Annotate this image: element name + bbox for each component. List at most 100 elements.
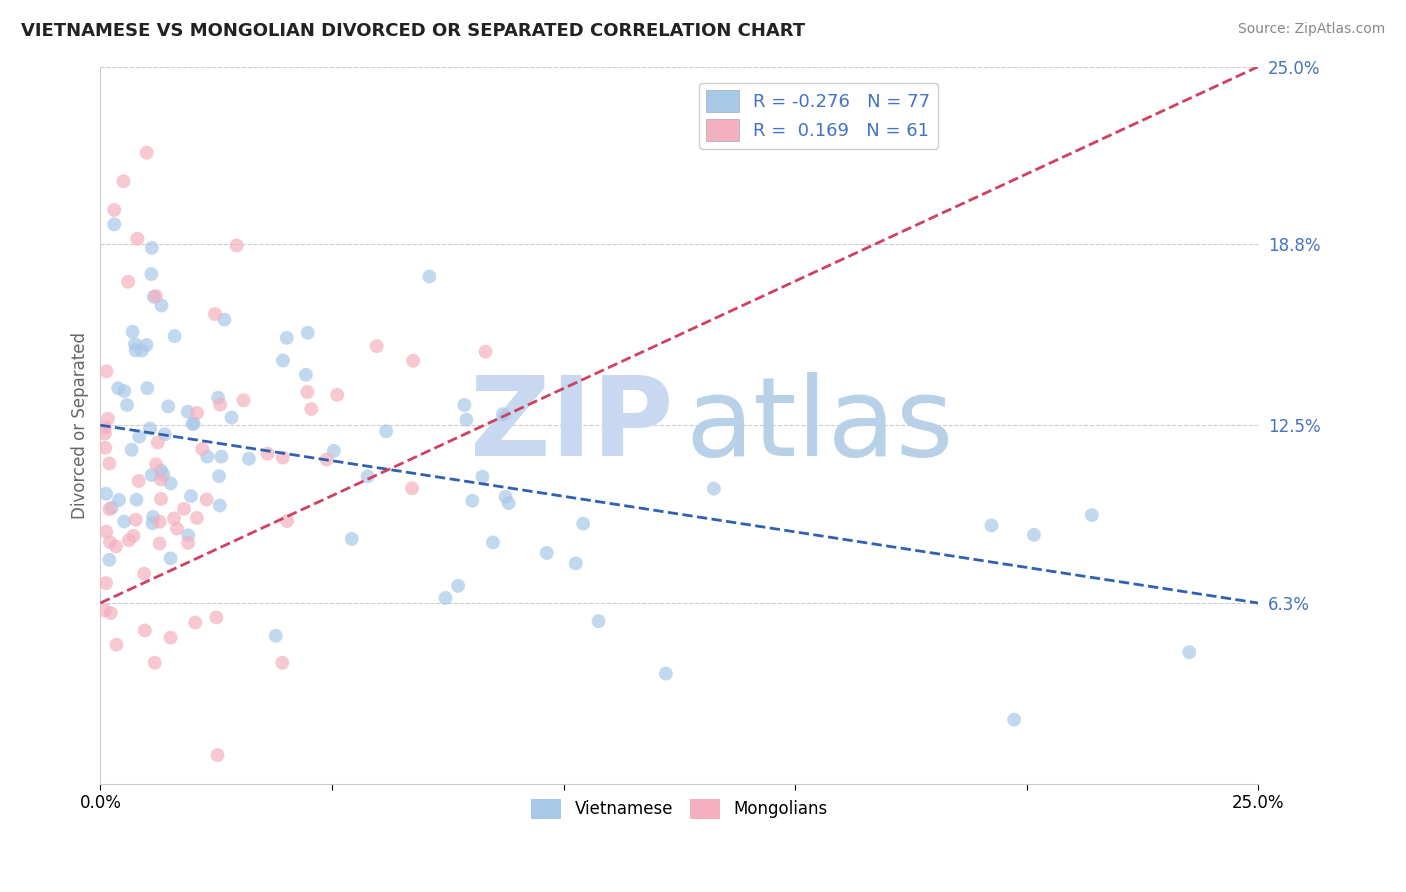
Point <box>1002 713 1025 727</box>
Point <box>264 629 287 643</box>
Point <box>143 656 166 670</box>
Point <box>94 486 117 500</box>
Point <box>221 410 243 425</box>
Point <box>173 501 195 516</box>
Point <box>131 343 153 358</box>
Point <box>98 502 121 516</box>
Point <box>207 391 229 405</box>
Point <box>98 535 121 549</box>
Point <box>195 450 218 464</box>
Point <box>139 421 162 435</box>
Point <box>125 513 148 527</box>
Point <box>276 514 298 528</box>
Point <box>271 353 294 368</box>
Point <box>498 496 520 510</box>
Point <box>471 469 494 483</box>
Text: Source: ZipAtlas.com: Source: ZipAtlas.com <box>1237 22 1385 37</box>
Point <box>195 492 218 507</box>
Point <box>1022 528 1045 542</box>
Point <box>482 535 505 549</box>
Point <box>655 666 678 681</box>
Point <box>97 411 120 425</box>
Point <box>276 331 298 345</box>
Point <box>121 325 143 339</box>
Point <box>103 218 125 232</box>
Point <box>100 500 122 515</box>
Point <box>105 638 128 652</box>
Point <box>207 747 229 762</box>
Point <box>117 275 139 289</box>
Point <box>297 385 319 400</box>
Text: VIETNAMESE VS MONGOLIAN DIVORCED OR SEPARATED CORRELATION CHART: VIETNAMESE VS MONGOLIAN DIVORCED OR SEPA… <box>21 22 806 40</box>
Point <box>453 398 475 412</box>
Point <box>157 400 180 414</box>
Point <box>980 518 1002 533</box>
Point <box>108 492 131 507</box>
Point <box>149 536 172 550</box>
Point <box>177 528 200 542</box>
Point <box>181 417 204 431</box>
Point <box>238 451 260 466</box>
Point <box>177 405 200 419</box>
Point <box>315 452 337 467</box>
Point <box>141 468 163 483</box>
Point <box>112 384 135 398</box>
Point <box>96 524 118 539</box>
Point <box>146 435 169 450</box>
Point <box>96 364 118 378</box>
Point <box>214 312 236 326</box>
Point <box>191 442 214 456</box>
Point <box>142 509 165 524</box>
Point <box>340 532 363 546</box>
Point <box>134 566 156 581</box>
Point <box>145 458 167 472</box>
Point <box>128 474 150 488</box>
Point <box>375 425 398 439</box>
Point <box>401 481 423 495</box>
Text: ZIP: ZIP <box>470 372 673 479</box>
Point <box>94 426 117 441</box>
Point <box>232 393 254 408</box>
Point <box>94 420 117 434</box>
Point <box>142 290 165 304</box>
Point <box>447 579 470 593</box>
Point <box>149 515 172 529</box>
Text: atlas: atlas <box>685 372 953 479</box>
Point <box>135 145 157 160</box>
Point <box>356 469 378 483</box>
Point <box>98 553 121 567</box>
Point <box>128 430 150 444</box>
Point <box>135 338 157 352</box>
Point <box>572 516 595 531</box>
Point <box>322 443 344 458</box>
Point <box>271 450 294 465</box>
Point <box>297 326 319 340</box>
Point <box>150 473 173 487</box>
Point <box>256 447 278 461</box>
Legend: Vietnamese, Mongolians: Vietnamese, Mongolians <box>524 792 834 826</box>
Point <box>564 557 586 571</box>
Point <box>474 344 496 359</box>
Point <box>434 591 457 605</box>
Point <box>366 339 388 353</box>
Point <box>98 457 121 471</box>
Point <box>183 417 205 431</box>
Point <box>402 353 425 368</box>
Point <box>492 407 515 421</box>
Point <box>107 381 129 395</box>
Point <box>118 533 141 548</box>
Point <box>115 398 138 412</box>
Point <box>180 489 202 503</box>
Point <box>136 381 159 395</box>
Point <box>208 499 231 513</box>
Point <box>141 267 163 281</box>
Point <box>141 241 163 255</box>
Point <box>94 603 117 617</box>
Point <box>186 511 208 525</box>
Point <box>153 427 176 442</box>
Point <box>186 406 208 420</box>
Point <box>112 174 135 188</box>
Point <box>122 529 145 543</box>
Point <box>418 269 440 284</box>
Point <box>326 388 349 402</box>
